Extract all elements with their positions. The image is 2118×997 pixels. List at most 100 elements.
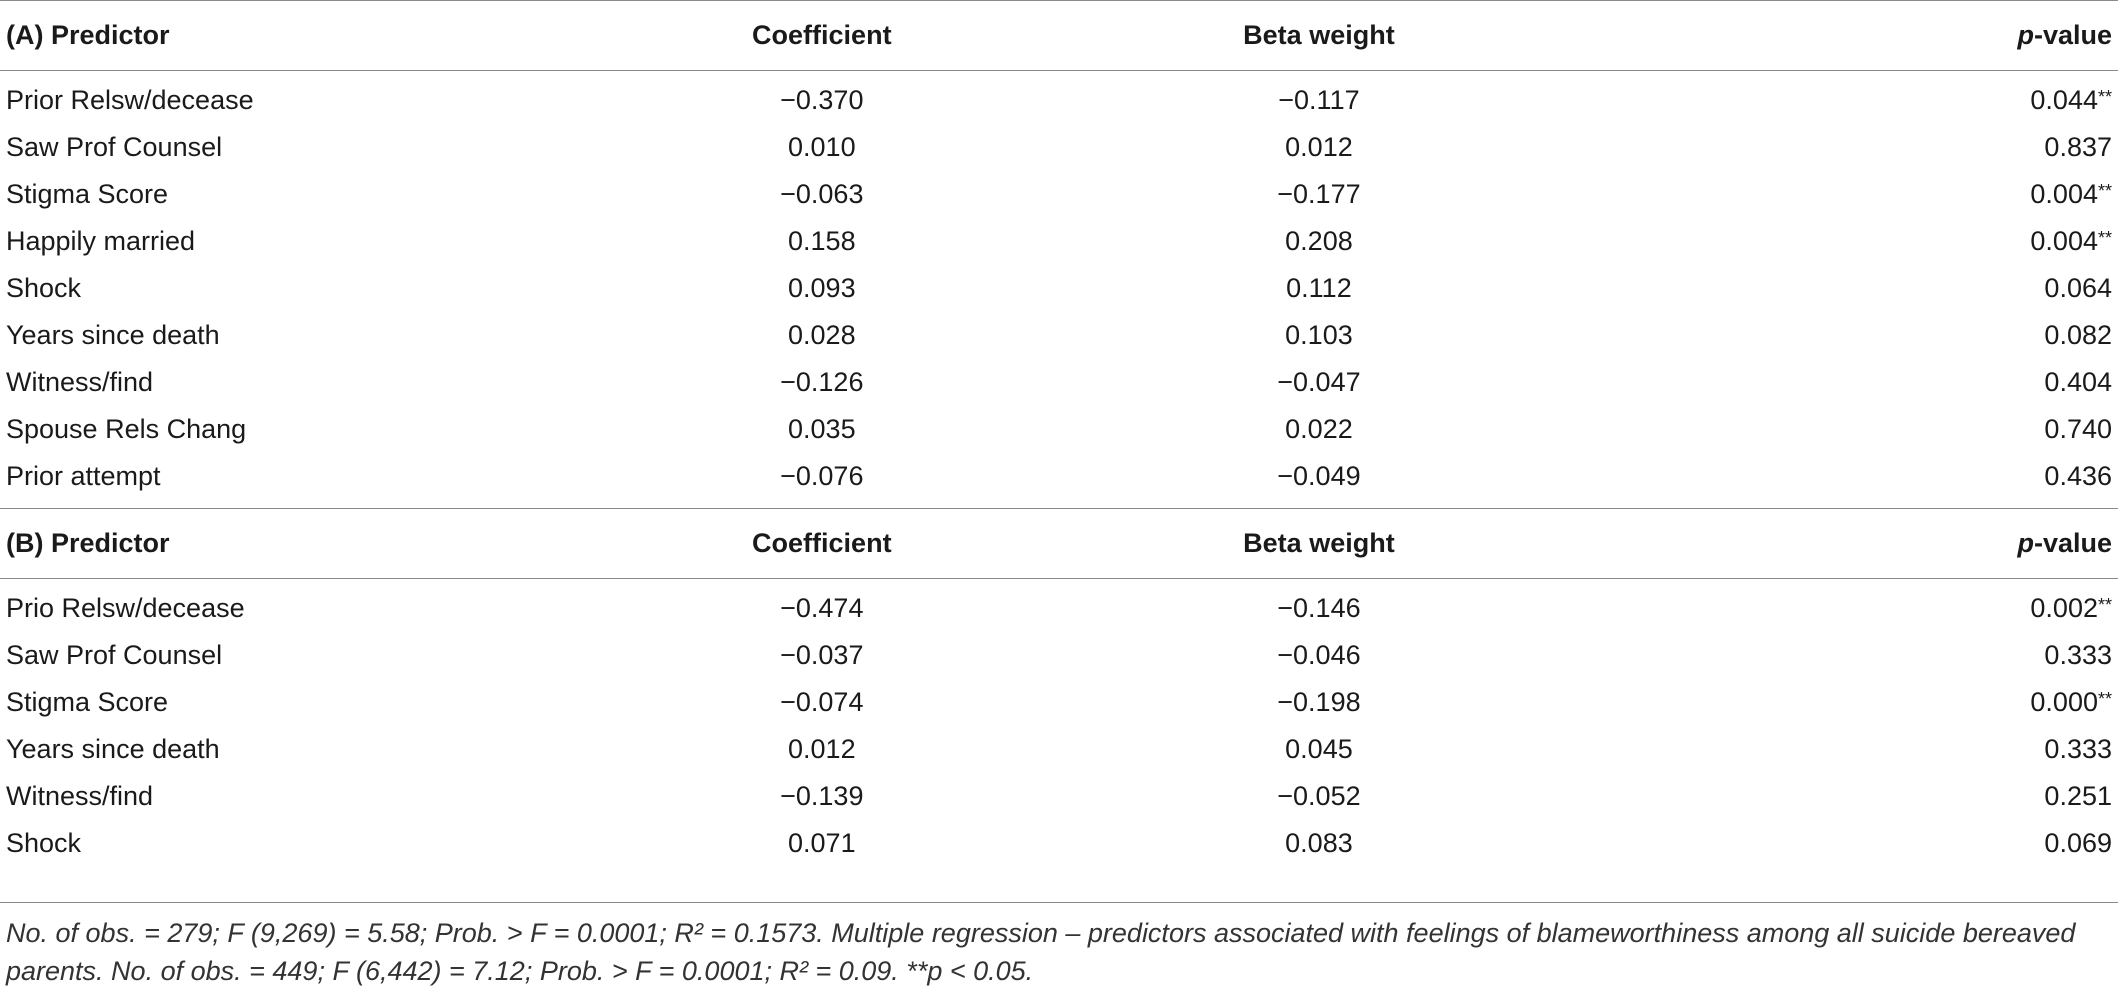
coefficient-cell: −0.074 [780, 687, 864, 717]
section-b-header-0: (B) Predictor [0, 508, 623, 579]
predictor-cell: Shock [6, 273, 82, 303]
beta-weight-cell: −0.052 [1277, 781, 1361, 811]
section-a-header-1: Coefficient [622, 0, 1021, 71]
table-row: Prior Relsw/decease −0.370 −0.117 0.044** [0, 77, 2118, 124]
table-footnote: No. of obs. = 279; F (9,269) = 5.58; Pro… [6, 918, 2076, 986]
p-value-number: 0.436 [2044, 461, 2112, 491]
p-value-cell: 0.404 [1617, 359, 2118, 406]
beta-weight-cell: −0.177 [1277, 179, 1361, 209]
table-row: Stigma Score −0.074 −0.198 0.000** [0, 679, 2118, 726]
section-a-header-p-italic: p [2017, 20, 2034, 50]
coefficient-cell: −0.139 [780, 781, 864, 811]
coefficient-cell: 0.028 [788, 320, 856, 350]
predictor-cell: Stigma Score [6, 687, 169, 717]
section-a-header-row: (A) Predictor Coefficient Beta weight p-val… [0, 0, 2118, 71]
section-a-header-2: Beta weight [1020, 0, 1618, 71]
table-row: Shock 0.093 0.112 0.064 [0, 265, 2118, 312]
coefficient-cell: 0.012 [788, 734, 856, 764]
section-a-header-3: p-value [1617, 0, 2118, 71]
section-b-header-p-italic: p [2017, 528, 2034, 558]
table-row: Years since death 0.028 0.103 0.082 [0, 312, 2118, 359]
beta-weight-cell: 0.208 [1285, 226, 1353, 256]
section-a-header-p-rest: -value [2033, 20, 2112, 50]
table-row: Witness/find −0.139 −0.052 0.251 [0, 773, 2118, 820]
p-value-number: 0.404 [2044, 367, 2112, 397]
predictor-cell: Happily married [6, 226, 196, 256]
predictor-cell: Prior Relsw/decease [6, 85, 254, 115]
beta-weight-cell: 0.083 [1285, 828, 1353, 858]
coefficient-cell: −0.126 [780, 367, 864, 397]
coefficient-cell: −0.370 [780, 85, 864, 115]
p-value-number: 0.000 [2030, 687, 2098, 717]
p-value-number: 0.082 [2044, 320, 2112, 350]
p-value-number: 0.251 [2044, 781, 2112, 811]
p-value-number: 0.002 [2030, 593, 2098, 623]
p-value-cell: 0.436 [1617, 453, 2118, 509]
p-value-number: 0.004 [2030, 179, 2098, 209]
beta-weight-cell: −0.046 [1277, 640, 1361, 670]
section-a-header-0: (A) Predictor [0, 0, 623, 71]
p-value-number: 0.740 [2044, 414, 2112, 444]
p-value-cell: 0.333 [1617, 726, 2118, 773]
beta-weight-cell: 0.103 [1285, 320, 1353, 350]
significance-marker: ** [2097, 228, 2112, 248]
table-row: Saw Prof Counsel −0.037 −0.046 0.333 [0, 632, 2118, 679]
table-row: Stigma Score −0.063 −0.177 0.004** [0, 171, 2118, 218]
section-b-header-3: p-value [1617, 508, 2118, 579]
p-value-cell: 0.004** [1617, 171, 2118, 218]
section-b-header-row: (B) Predictor Coefficient Beta weight p-val… [0, 508, 2118, 579]
table-row: Saw Prof Counsel 0.010 0.012 0.837 [0, 124, 2118, 171]
coefficient-cell: −0.474 [780, 593, 864, 623]
footer-rule [0, 902, 2118, 903]
coefficient-cell: 0.010 [788, 132, 856, 162]
p-value-cell: 0.064 [1617, 265, 2118, 312]
table-row: Witness/find −0.126 −0.047 0.404 [0, 359, 2118, 406]
predictor-cell: Saw Prof Counsel [6, 640, 223, 670]
coefficient-cell: −0.037 [780, 640, 864, 670]
predictor-cell: Prio Relsw/decease [6, 593, 245, 623]
p-value-cell: 0.004** [1617, 218, 2118, 265]
predictor-cell: Years since death [6, 320, 220, 350]
significance-marker: ** [2097, 87, 2112, 107]
p-value-number: 0.069 [2044, 828, 2112, 858]
table-row: Prio Relsw/decease −0.474 −0.146 0.002** [0, 585, 2118, 632]
significance-marker: ** [2097, 181, 2112, 201]
predictor-cell: Saw Prof Counsel [6, 132, 223, 162]
beta-weight-cell: −0.117 [1278, 85, 1360, 115]
predictor-cell: Witness/find [6, 781, 154, 811]
p-value-cell: 0.740 [1617, 406, 2118, 453]
beta-weight-cell: 0.112 [1286, 273, 1352, 303]
p-value-cell: 0.251 [1617, 773, 2118, 820]
table-row: Shock 0.071 0.083 0.069 [0, 820, 2118, 875]
beta-weight-cell: −0.049 [1277, 461, 1361, 491]
predictor-cell: Stigma Score [6, 179, 169, 209]
p-value-cell: 0.837 [1617, 124, 2118, 171]
table-row: Prior attempt −0.076 −0.049 0.436 [0, 453, 2118, 509]
beta-weight-cell: 0.045 [1285, 734, 1353, 764]
predictor-cell: Witness/find [6, 367, 154, 397]
coefficient-cell: 0.158 [788, 226, 856, 256]
p-value-cell: 0.044** [1617, 77, 2118, 124]
p-value-cell: 0.069 [1617, 820, 2118, 875]
p-value-cell: 0.082 [1617, 312, 2118, 359]
table-row: Happily married 0.158 0.208 0.004** [0, 218, 2118, 265]
predictor-cell: Years since death [6, 734, 220, 764]
predictor-cell: Prior attempt [6, 461, 161, 491]
section-b-header-1: Coefficient [622, 508, 1021, 579]
predictor-cell: Spouse Rels Chang [6, 414, 247, 444]
coefficient-cell: −0.076 [780, 461, 864, 491]
beta-weight-cell: −0.047 [1277, 367, 1361, 397]
coefficient-cell: 0.035 [788, 414, 856, 444]
coefficient-cell: −0.063 [780, 179, 864, 209]
beta-weight-cell: −0.146 [1277, 593, 1361, 623]
p-value-cell: 0.000** [1617, 679, 2118, 726]
p-value-number: 0.333 [2044, 640, 2112, 670]
significance-marker: ** [2097, 689, 2112, 709]
p-value-number: 0.064 [2044, 273, 2112, 303]
section-b-header-p-rest: -value [2033, 528, 2112, 558]
table-row: Years since death 0.012 0.045 0.333 [0, 726, 2118, 773]
p-value-cell: 0.002** [1617, 585, 2118, 632]
beta-weight-cell: 0.012 [1285, 132, 1353, 162]
significance-marker: ** [2097, 595, 2112, 615]
